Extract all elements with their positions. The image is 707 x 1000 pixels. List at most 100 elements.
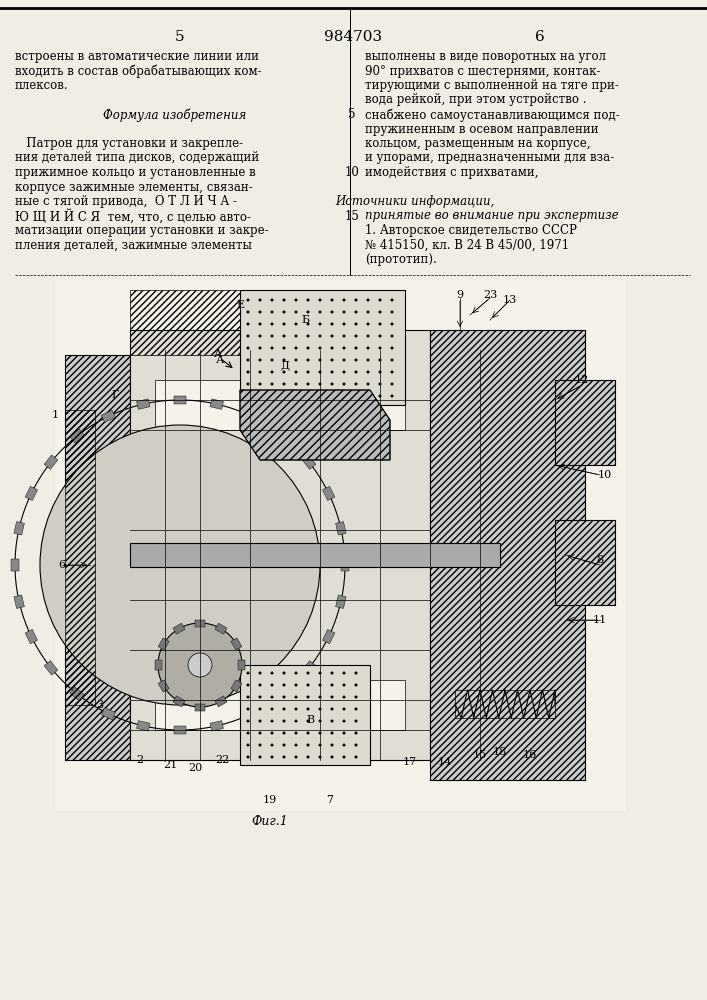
Text: 11: 11 [593, 615, 607, 625]
Circle shape [259, 310, 262, 314]
Circle shape [295, 298, 298, 302]
Text: плексов.: плексов. [15, 79, 69, 92]
Text: Патрон для установки и закрепле-: Патрон для установки и закрепле- [15, 137, 243, 150]
Circle shape [295, 756, 298, 758]
Bar [70, 429, 84, 443]
Bar [215, 696, 227, 707]
Circle shape [271, 684, 274, 686]
Bar [136, 399, 150, 409]
Text: 5: 5 [175, 30, 185, 44]
Circle shape [295, 672, 298, 674]
Text: пружиненным в осевом направлении: пружиненным в осевом направлении [365, 122, 599, 135]
Circle shape [259, 684, 262, 686]
Circle shape [366, 298, 370, 302]
Text: А: А [214, 349, 222, 359]
Text: кольцом, размещенным на корпусе,: кольцом, размещенным на корпусе, [365, 137, 590, 150]
Circle shape [271, 672, 274, 674]
Circle shape [247, 684, 250, 686]
Circle shape [271, 334, 274, 338]
Bar [55, 280, 625, 810]
Text: имодействия с прихватами,: имодействия с прихватами, [365, 166, 539, 179]
Circle shape [342, 720, 346, 722]
Circle shape [354, 684, 358, 686]
Circle shape [378, 322, 382, 326]
Circle shape [330, 347, 334, 350]
Bar [130, 290, 240, 355]
Circle shape [283, 382, 286, 385]
Circle shape [354, 394, 358, 397]
Circle shape [271, 708, 274, 710]
Text: принятые во внимание при экспертизе: принятые во внимание при экспертизе [365, 210, 619, 223]
Circle shape [307, 744, 310, 746]
Text: пления деталей, зажимные элементы: пления деталей, зажимные элементы [15, 238, 252, 251]
Bar [195, 704, 205, 710]
Circle shape [247, 732, 250, 734]
Bar [174, 396, 186, 404]
Circle shape [378, 370, 382, 373]
Circle shape [342, 382, 346, 385]
Circle shape [318, 310, 322, 314]
Bar [215, 623, 227, 634]
Text: (прототип).: (прототип). [365, 253, 437, 266]
Bar [336, 522, 346, 535]
Bar [173, 623, 185, 634]
Text: Д: Д [281, 360, 289, 370]
Text: 90° прихватов с шестернями, контак-: 90° прихватов с шестернями, контак- [365, 64, 600, 78]
Circle shape [354, 732, 358, 734]
Text: матизации операции установки и закре-: матизации операции установки и закре- [15, 224, 269, 237]
Bar [25, 486, 37, 501]
Circle shape [342, 672, 346, 674]
Text: 23: 23 [483, 290, 497, 300]
Bar [158, 638, 169, 650]
Circle shape [283, 720, 286, 722]
Circle shape [307, 310, 310, 314]
Polygon shape [240, 390, 390, 460]
Text: Ю Щ И Й С Я  тем, что, с целью авто-: Ю Щ И Й С Я тем, что, с целью авто- [15, 210, 251, 224]
Circle shape [307, 347, 310, 350]
Text: Е: Е [236, 300, 244, 310]
Bar [158, 680, 169, 692]
Circle shape [354, 370, 358, 373]
Bar [341, 559, 349, 571]
Circle shape [318, 720, 322, 722]
Text: корпусе зажимные элементы, связан-: корпусе зажимные элементы, связан- [15, 180, 252, 194]
Bar [130, 330, 430, 760]
Circle shape [378, 394, 382, 397]
Text: 22: 22 [215, 755, 229, 765]
Circle shape [354, 310, 358, 314]
Circle shape [247, 708, 250, 710]
Circle shape [390, 382, 394, 385]
Circle shape [330, 298, 334, 302]
Text: выполнены в виде поворотных на угол: выполнены в виде поворотных на угол [365, 50, 606, 63]
Circle shape [354, 359, 358, 361]
Circle shape [354, 347, 358, 350]
Circle shape [295, 359, 298, 361]
Circle shape [259, 696, 262, 698]
Circle shape [307, 394, 310, 397]
Text: Фиг.1: Фиг.1 [252, 815, 288, 828]
Circle shape [366, 310, 370, 314]
Circle shape [342, 347, 346, 350]
Circle shape [307, 334, 310, 338]
Circle shape [188, 653, 212, 677]
Text: В: В [306, 715, 314, 725]
Circle shape [271, 310, 274, 314]
Circle shape [247, 382, 250, 385]
Circle shape [307, 756, 310, 758]
Text: 12: 12 [575, 375, 589, 385]
Bar [174, 726, 186, 734]
Bar [210, 721, 223, 731]
Circle shape [318, 394, 322, 397]
Circle shape [318, 298, 322, 302]
Bar [555, 380, 615, 465]
Circle shape [259, 756, 262, 758]
Text: встроены в автоматические линии или: встроены в автоматические линии или [15, 50, 259, 63]
Circle shape [330, 394, 334, 397]
Circle shape [271, 732, 274, 734]
Circle shape [342, 359, 346, 361]
Circle shape [342, 394, 346, 397]
Circle shape [330, 696, 334, 698]
Text: 2: 2 [136, 755, 144, 765]
Circle shape [354, 696, 358, 698]
Text: ния деталей типа дисков, содержащий: ния деталей типа дисков, содержащий [15, 151, 259, 164]
